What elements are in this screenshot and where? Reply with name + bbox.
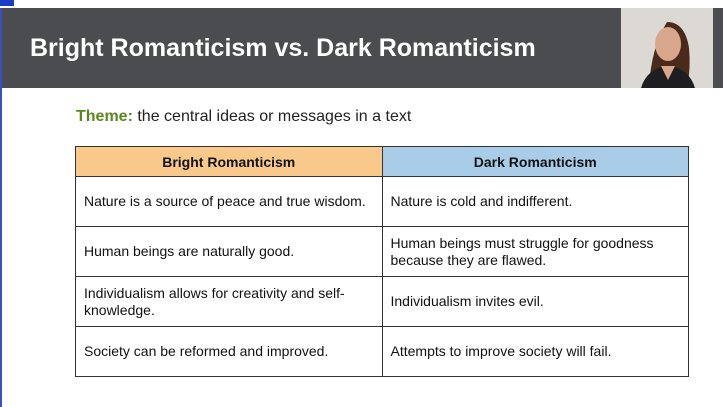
top-mark <box>0 0 14 6</box>
comparison-table: Bright Romanticism Dark Romanticism Natu… <box>75 146 689 377</box>
table-row: Human beings are naturally good. Human be… <box>75 226 689 277</box>
top-strip <box>0 0 723 8</box>
table-cell: Individualism invites evil. <box>381 276 689 327</box>
left-border <box>0 8 2 407</box>
neck <box>661 66 675 80</box>
table-cell: Individualism allows for creativity and … <box>75 276 383 327</box>
slide-title: Bright Romanticism vs. Dark Romanticism <box>30 34 536 62</box>
table-cell: Nature is a source of peace and true wis… <box>75 176 383 227</box>
column-header: Dark Romanticism <box>381 146 689 177</box>
theme-line: Theme: the central ideas or messages in … <box>76 108 411 126</box>
presenter-image <box>621 8 713 88</box>
table-cell: Human beings must struggle for goodness … <box>381 226 689 277</box>
face <box>655 27 681 61</box>
theme-label: Theme: <box>76 108 133 125</box>
theme-text: the central ideas or messages in a text <box>137 108 412 125</box>
header-row: Bright Romanticism Dark Romanticism <box>75 146 689 177</box>
column-header: Bright Romanticism <box>75 146 383 177</box>
table-row: Society can be reformed and improved. Att… <box>75 326 689 377</box>
table-cell: Nature is cold and indifferent. <box>381 176 689 227</box>
table-row: Nature is a source of peace and true wis… <box>75 176 689 227</box>
table-cell: Human beings are naturally good. <box>75 226 383 277</box>
header-band: Bright Romanticism vs. Dark Romanticism <box>2 8 723 88</box>
table-cell: Society can be reformed and improved. <box>75 326 383 377</box>
table-cell: Attempts to improve society will fail. <box>381 326 689 377</box>
presenter-video <box>621 8 713 88</box>
table-row: Individualism allows for creativity and … <box>75 276 689 327</box>
table-body: Nature is a source of peace and true wis… <box>75 176 689 377</box>
